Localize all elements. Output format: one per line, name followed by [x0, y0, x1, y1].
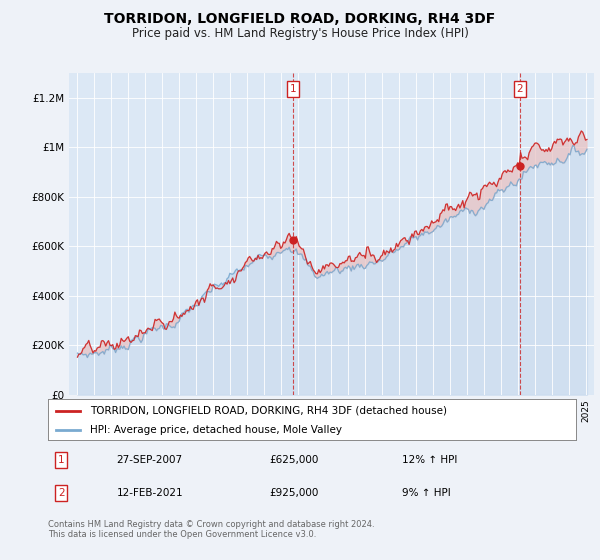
Text: 2: 2 — [517, 84, 523, 94]
Text: 9% ↑ HPI: 9% ↑ HPI — [402, 488, 451, 498]
Text: HPI: Average price, detached house, Mole Valley: HPI: Average price, detached house, Mole… — [90, 424, 342, 435]
Text: 2: 2 — [58, 488, 65, 498]
Text: 1: 1 — [58, 455, 65, 465]
Text: 27-SEP-2007: 27-SEP-2007 — [116, 455, 183, 465]
Text: £925,000: £925,000 — [270, 488, 319, 498]
Text: 1: 1 — [290, 84, 297, 94]
Text: 12-FEB-2021: 12-FEB-2021 — [116, 488, 183, 498]
Text: TORRIDON, LONGFIELD ROAD, DORKING, RH4 3DF (detached house): TORRIDON, LONGFIELD ROAD, DORKING, RH4 3… — [90, 405, 447, 416]
Text: TORRIDON, LONGFIELD ROAD, DORKING, RH4 3DF: TORRIDON, LONGFIELD ROAD, DORKING, RH4 3… — [104, 12, 496, 26]
Text: 12% ↑ HPI: 12% ↑ HPI — [402, 455, 457, 465]
Text: £625,000: £625,000 — [270, 455, 319, 465]
Text: Price paid vs. HM Land Registry's House Price Index (HPI): Price paid vs. HM Land Registry's House … — [131, 27, 469, 40]
Text: Contains HM Land Registry data © Crown copyright and database right 2024.
This d: Contains HM Land Registry data © Crown c… — [48, 520, 374, 539]
